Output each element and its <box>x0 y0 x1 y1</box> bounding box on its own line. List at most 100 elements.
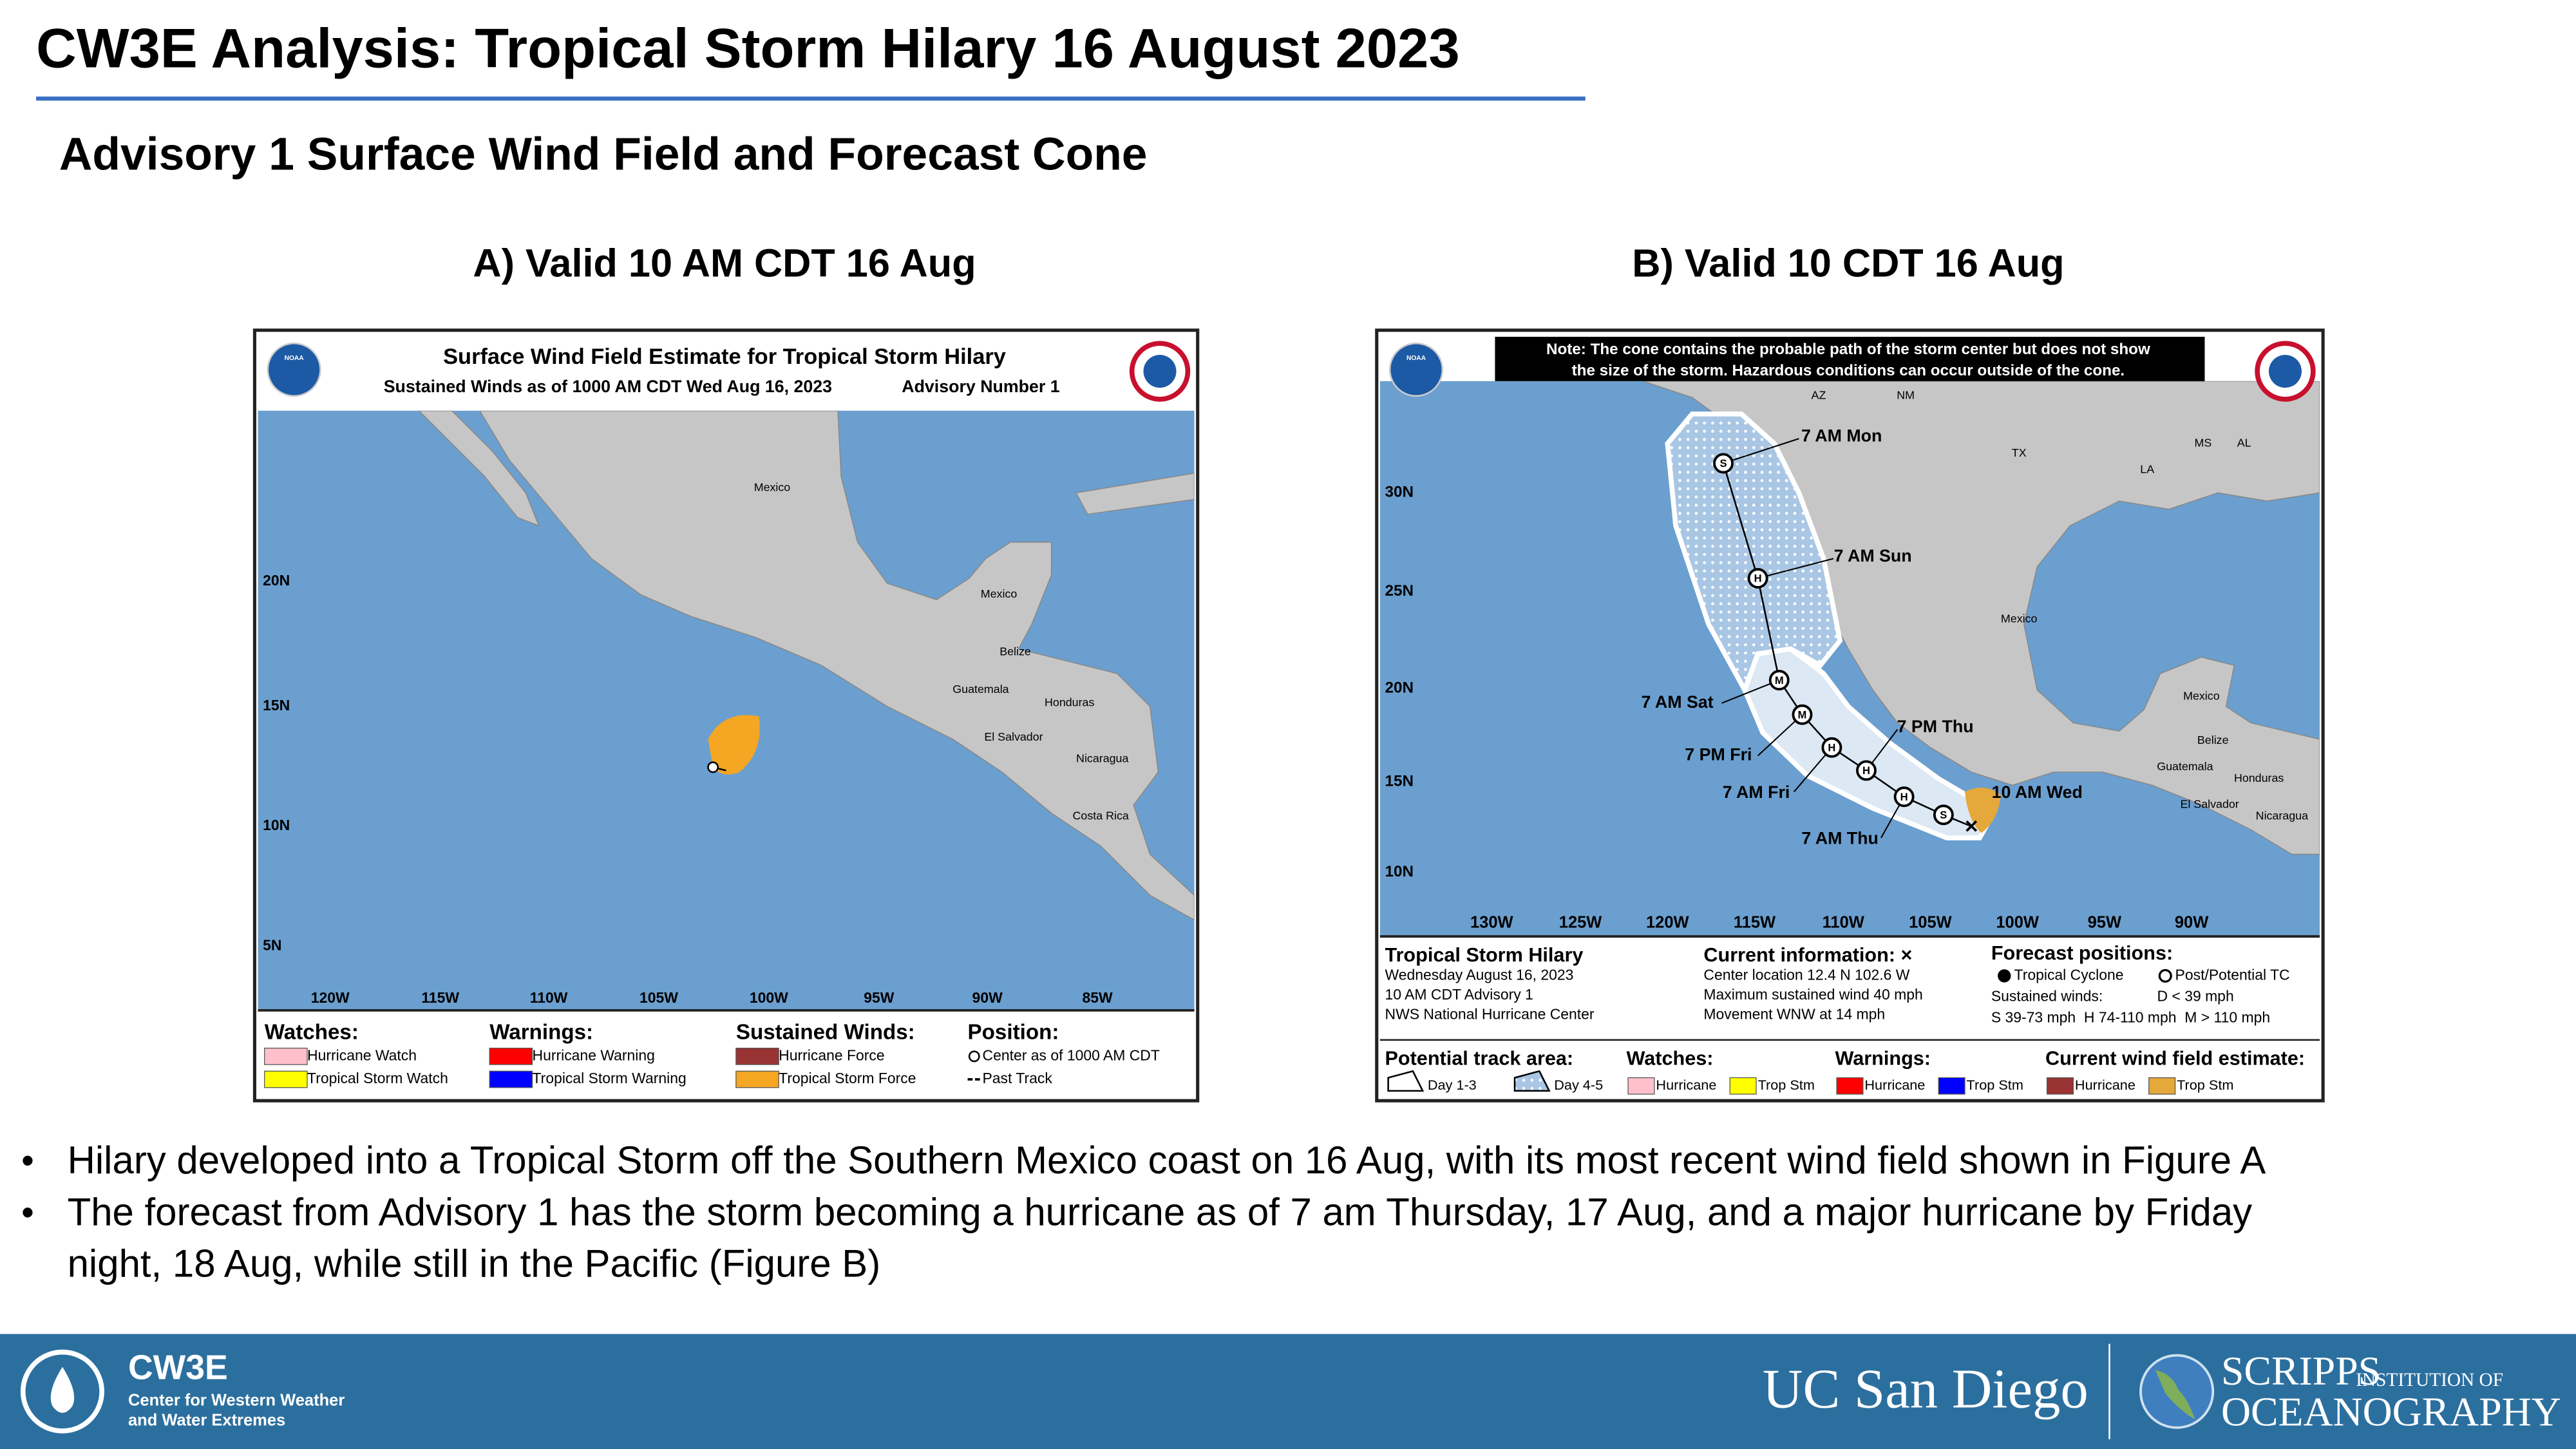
forecast-point <box>1821 737 1842 758</box>
lon-label: 85W <box>1082 989 1113 1006</box>
lon-label: 120W <box>311 989 350 1006</box>
legend-swatch <box>2148 1077 2176 1095</box>
place-label: Honduras <box>2234 772 2284 784</box>
place-label: AZ <box>1812 389 1826 402</box>
legend-swatch <box>1836 1077 1864 1095</box>
legend-item: Tropical Cyclone <box>2014 966 2124 983</box>
leader-lines <box>1721 438 1905 838</box>
lon-label: 110W <box>530 989 568 1006</box>
lon-label: 95W <box>2088 913 2122 931</box>
place-label: Belize <box>2197 734 2229 746</box>
ucsd-logo: UC San Diego <box>1763 1358 2088 1420</box>
storm-info: Wednesday August 16, 2023 <box>1385 966 1574 983</box>
legend-heading: Current wind field estimate: <box>2045 1048 2305 1070</box>
bullet-text: The forecast from Advisory 1 has the sto… <box>68 1190 2253 1233</box>
bullet-text: Hilary developed into a Tropical Storm o… <box>68 1139 2266 1182</box>
scripps-logo: OCEANOGRAPHY <box>2221 1389 2561 1435</box>
legend-heading: Sustained Winds: <box>736 1020 915 1044</box>
place-label: Mexico <box>2183 689 2220 702</box>
forecast-label: 7 AM Mon <box>1801 426 1882 446</box>
place-label: Guatemala <box>2157 760 2213 773</box>
storm-name: Tropical Storm Hilary <box>1385 944 1584 966</box>
place-label: MS <box>2195 436 2212 449</box>
intensity-code: H <box>1828 741 1835 753</box>
ts-wind-field <box>708 715 760 775</box>
slide-subtitle: Advisory 1 Surface Wind Field and Foreca… <box>59 129 1148 180</box>
legend-swatch <box>264 1047 308 1065</box>
legend-swatch <box>489 1047 533 1065</box>
legend-item: Trop Stm <box>2177 1077 2233 1093</box>
storm-center <box>707 761 719 773</box>
noaa-logo <box>1388 342 1444 397</box>
place-label: NM <box>1897 389 1915 402</box>
storm-info: NWS National Hurricane Center <box>1385 1006 1595 1023</box>
intensity-code: H <box>1754 573 1762 585</box>
land <box>418 410 1195 921</box>
forecast-point <box>1768 670 1790 691</box>
lon-label: 100W <box>750 989 788 1006</box>
lon-label: 115W <box>421 989 459 1006</box>
lat-label: 10N <box>263 817 290 833</box>
baja <box>418 410 540 527</box>
legend-swatch <box>1938 1077 1965 1095</box>
forecast-point <box>1893 786 1915 808</box>
intensity-code: H <box>1862 764 1870 777</box>
leader <box>1723 438 1799 464</box>
slide-title: CW3E Analysis: Tropical Storm Hilary 16 … <box>36 17 1459 80</box>
legend-heading: Watches: <box>1627 1048 1714 1070</box>
legend-heading: Warnings: <box>1835 1048 1931 1070</box>
cw3e-drop <box>50 1367 75 1413</box>
legend-item: Hurricane <box>2075 1077 2136 1093</box>
legend-item: Tropical Storm Watch <box>307 1070 448 1086</box>
legend-heading: Current information: × <box>1703 944 1912 966</box>
globe-land <box>2155 1370 2195 1420</box>
forecast-label: 7 AM Sun <box>1834 546 1912 565</box>
mainland <box>479 410 1195 921</box>
forecast-point <box>1856 760 1877 781</box>
nws-logo-center <box>1143 355 1177 388</box>
map-a <box>252 328 1200 1103</box>
leader <box>1757 558 1834 579</box>
legend-swatch <box>1729 1077 1757 1095</box>
ptc-symbol <box>2158 969 2172 983</box>
forecast-label: 10 AM Wed <box>1992 782 2083 802</box>
lat-label: 20N <box>1385 679 1414 696</box>
place-label: Nicaragua <box>2256 810 2308 822</box>
lat-label: 15N <box>263 697 290 714</box>
nws-logo-center <box>2268 355 2302 388</box>
panel-title: B) Valid 10 CDT 16 Aug <box>1632 241 2064 285</box>
place-label: TX <box>2012 446 2027 459</box>
legend-heading: Watches: <box>265 1020 359 1044</box>
map-note: the size of the storm. Hazardous conditi… <box>1572 362 2125 379</box>
lon-label: 125W <box>1559 913 1603 931</box>
cw3e-name: CW3E <box>128 1349 228 1387</box>
legend-item: Hurricane <box>1864 1077 1925 1093</box>
current-info: Maximum sustained wind 40 mph <box>1703 986 1922 1003</box>
bullet-symbol: • <box>21 1191 34 1232</box>
storm-info: 10 AM CDT Advisory 1 <box>1385 986 1533 1003</box>
current-info: Center location 12.4 N 102.6 W <box>1703 966 1909 983</box>
legend-heading: Potential track area: <box>1385 1048 1574 1070</box>
forecast-label: 7 AM Fri <box>1723 782 1790 802</box>
logo-text: NOAA <box>1406 355 1426 362</box>
day-4-5-swatch <box>1513 1070 1551 1092</box>
forecast-point <box>1933 804 1954 826</box>
tc-symbol <box>1998 969 2011 983</box>
legend-heading: Warnings: <box>489 1020 593 1044</box>
leader <box>1721 679 1780 704</box>
intensity-code: M <box>1775 674 1784 687</box>
lat-label: 5N <box>263 936 281 953</box>
lon-label: 90W <box>972 989 1003 1006</box>
map-b: ✕ <box>1375 328 2325 1103</box>
map-advisory: Advisory Number 1 <box>902 377 1060 396</box>
legend-item: Day 4-5 <box>1554 1077 1603 1093</box>
legend-swatch <box>489 1070 533 1088</box>
place-label: AL <box>2237 436 2251 449</box>
place-label: El Salvador <box>984 730 1043 743</box>
forecast-label: 7 PM Fri <box>1685 745 1752 764</box>
place-label: El Salvador <box>2180 798 2239 811</box>
forecast-label: 7 PM Thu <box>1897 717 1974 736</box>
legend-item: Sustained winds: <box>1991 988 2103 1005</box>
